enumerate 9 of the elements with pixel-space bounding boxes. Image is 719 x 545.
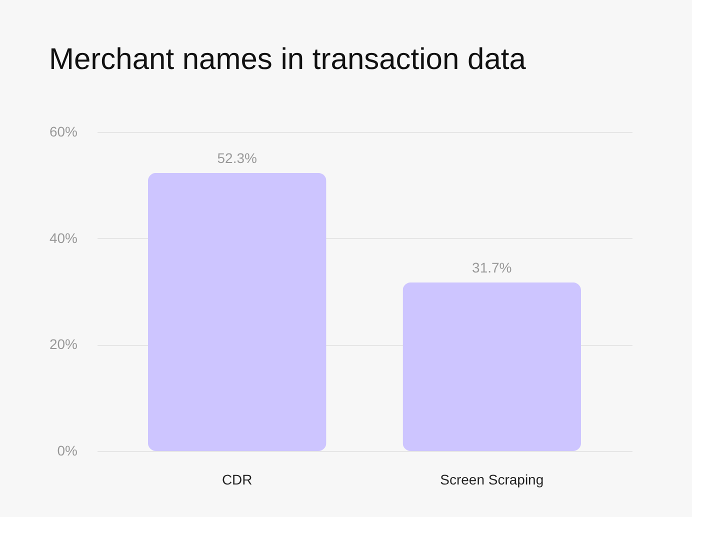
x-tick-label: CDR xyxy=(222,472,252,488)
data-label: 31.7% xyxy=(472,259,512,276)
x-tick-label: Screen Scraping xyxy=(440,472,544,488)
y-tick-label: 0% xyxy=(57,442,78,458)
y-tick-label: 40% xyxy=(49,230,78,246)
chart-title: Merchant names in transaction data xyxy=(48,43,526,76)
y-tick-label: 20% xyxy=(49,336,78,352)
data-label: 52.3% xyxy=(217,150,257,166)
y-tick-label: 60% xyxy=(49,124,78,140)
